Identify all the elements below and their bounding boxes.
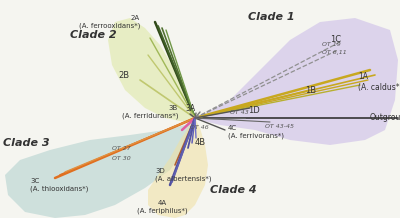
Text: 3C
(A. thiooxidans*): 3C (A. thiooxidans*) <box>30 178 88 192</box>
Text: 3B
(A. ferridurans*): 3B (A. ferridurans*) <box>122 105 178 119</box>
Text: OT 43: OT 43 <box>230 109 249 114</box>
Text: OT 30: OT 30 <box>112 155 131 160</box>
Polygon shape <box>5 118 195 218</box>
Text: OT 27: OT 27 <box>112 145 131 150</box>
Text: Outgroup: Outgroup <box>370 113 400 122</box>
Polygon shape <box>108 18 195 122</box>
Text: 4C
(A. ferrivorans*): 4C (A. ferrivorans*) <box>228 125 284 139</box>
Text: 4B: 4B <box>195 138 206 146</box>
Text: Clade 3: Clade 3 <box>3 138 50 148</box>
Text: OT 6,11: OT 6,11 <box>322 49 347 54</box>
Polygon shape <box>195 18 398 145</box>
Text: OT 19: OT 19 <box>322 41 341 46</box>
Text: 3A: 3A <box>186 104 196 112</box>
Polygon shape <box>148 118 208 218</box>
Text: 4A
(A. feriphilus*): 4A (A. feriphilus*) <box>137 200 187 213</box>
Text: 1C: 1C <box>330 36 341 44</box>
Text: 3D
(A. albertensis*): 3D (A. albertensis*) <box>155 168 212 182</box>
Text: 2A
(A. ferrooxidans*): 2A (A. ferrooxidans*) <box>79 15 140 29</box>
Text: 1B: 1B <box>305 85 316 94</box>
Text: Clade 1: Clade 1 <box>248 12 295 22</box>
Text: 2B: 2B <box>119 70 130 80</box>
Text: OT 46: OT 46 <box>190 124 209 129</box>
Text: 1A
(A. caldus*): 1A (A. caldus*) <box>358 72 400 92</box>
Text: Clade 4: Clade 4 <box>210 185 257 195</box>
Text: Clade 2: Clade 2 <box>70 30 117 40</box>
Text: 1D: 1D <box>248 106 260 114</box>
Text: OT 43-45: OT 43-45 <box>265 124 294 128</box>
